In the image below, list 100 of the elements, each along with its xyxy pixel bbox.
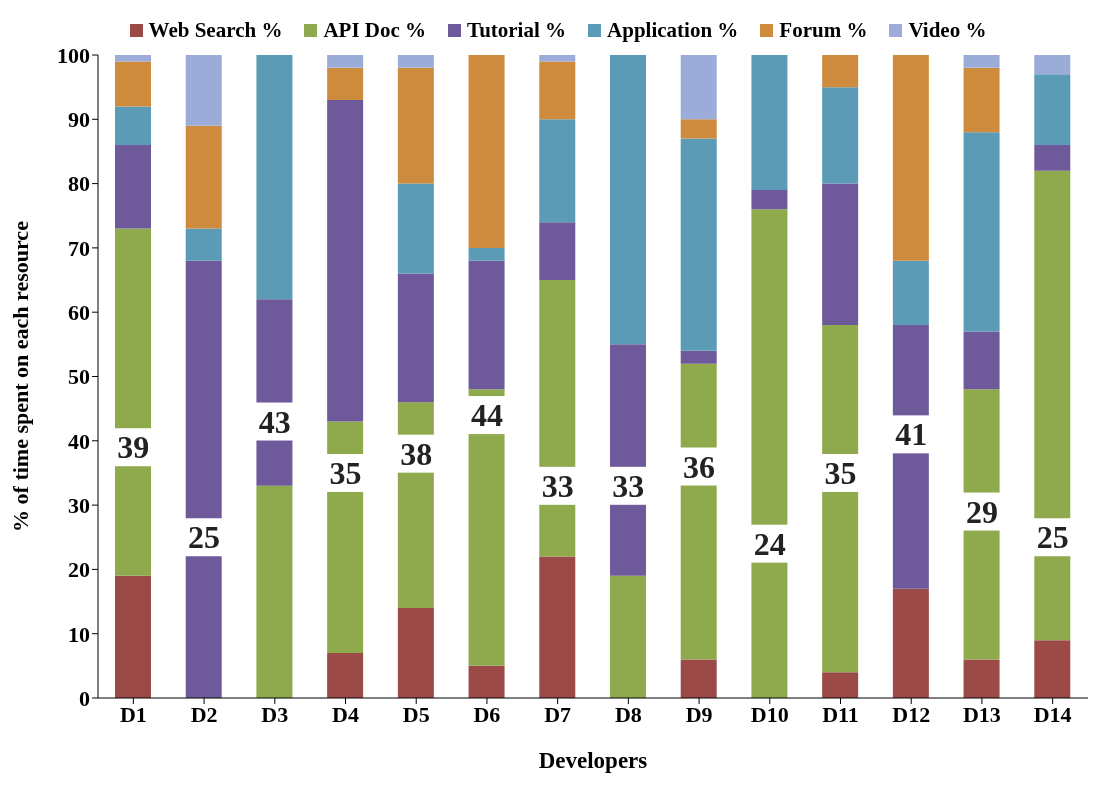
x-axis-title: Developers [538, 748, 648, 773]
bar [327, 55, 364, 68]
annotation: 24 [753, 525, 786, 562]
bar [468, 260, 505, 390]
x-tick-label: D2 [190, 701, 218, 727]
bar [468, 247, 505, 261]
annotation: 44 [470, 397, 503, 434]
legend-label: Web Search % [147, 18, 283, 43]
legend-label: Forum % [778, 18, 868, 43]
annotation: 43 [258, 403, 291, 440]
x-tick-label: D4 [332, 701, 359, 727]
bar [327, 652, 364, 698]
bar [892, 260, 929, 326]
x-tick-label: D9 [685, 701, 713, 727]
x-tick-label: D11 [822, 701, 859, 727]
bar [539, 119, 576, 223]
x-tick-label: D5 [402, 701, 430, 727]
bar [963, 67, 1000, 133]
legend-label: Tutorial % [466, 18, 567, 43]
bar [610, 575, 646, 698]
x-tick-label: D7 [544, 701, 572, 727]
bar [963, 55, 1000, 68]
y-tick-label: 50 [68, 364, 90, 390]
x-tick-label: D10 [750, 701, 789, 727]
x-tick-label: D13 [962, 701, 1001, 727]
y-tick-label: 0 [79, 685, 90, 711]
y-tick-label: 60 [68, 300, 90, 326]
x-tick-label: D3 [261, 701, 289, 727]
y-axis-title: % of time spent on each resource [7, 220, 33, 532]
legend-label: Video % [907, 18, 987, 43]
bar [892, 55, 929, 261]
y-tick-label: 100 [57, 42, 90, 68]
annotation: 25 [1036, 519, 1069, 556]
bar [822, 672, 859, 698]
bar [963, 132, 1000, 332]
bar [963, 659, 1000, 698]
legend-label: Application % [606, 18, 739, 43]
bar [256, 485, 293, 698]
x-tick-label: D1 [119, 701, 147, 727]
bar [680, 350, 717, 364]
y-tick-label: 10 [68, 621, 90, 647]
bar [822, 55, 859, 88]
annotation: 33 [612, 467, 645, 504]
bar [468, 55, 505, 248]
bar [397, 183, 434, 274]
bar [1034, 170, 1071, 641]
annotation: 29 [965, 493, 998, 530]
bar [115, 61, 151, 107]
bar [1034, 145, 1071, 171]
bar [822, 87, 859, 184]
bar [115, 55, 151, 62]
y-tick-label: 20 [68, 557, 90, 583]
annotation: 38 [400, 435, 433, 472]
bar [327, 100, 364, 422]
bar [115, 575, 151, 698]
x-tick-label: D12 [892, 701, 931, 727]
bar [185, 55, 222, 126]
annotation: 35 [329, 454, 362, 491]
y-tick-label: 80 [68, 171, 90, 197]
bar [327, 67, 364, 101]
x-tick-label: D14 [1033, 701, 1072, 727]
bar [539, 222, 576, 281]
bar [1034, 55, 1071, 75]
bar [397, 55, 434, 68]
bar [751, 190, 788, 210]
bar [539, 61, 576, 120]
bar [963, 331, 1000, 390]
legend-label: API Doc % [322, 18, 427, 43]
bar [751, 55, 788, 191]
bar [256, 55, 293, 300]
bar [822, 183, 859, 326]
x-tick-label: D6 [473, 701, 501, 727]
annotation: 33 [541, 467, 574, 504]
bar [185, 260, 222, 698]
bar [397, 273, 434, 403]
x-tick-label: D8 [614, 701, 642, 727]
annotation: 39 [117, 429, 150, 466]
bar [1034, 640, 1071, 698]
y-tick-label: 90 [68, 107, 90, 133]
bar [1034, 74, 1071, 146]
bar [115, 106, 151, 146]
bar [539, 55, 576, 62]
annotation: 41 [895, 416, 928, 453]
bar [680, 119, 717, 139]
annotation: 36 [683, 448, 716, 485]
annotation: 35 [824, 454, 857, 491]
y-tick-label: 30 [68, 492, 90, 518]
bar [751, 209, 788, 698]
bar [115, 145, 151, 229]
y-tick-label: 40 [68, 428, 90, 454]
annotation: 25 [188, 519, 221, 556]
bar [468, 665, 505, 698]
bar [680, 659, 717, 698]
bar [680, 138, 717, 351]
bar [185, 228, 222, 261]
y-tick-label: 70 [68, 235, 90, 261]
bar [610, 55, 646, 345]
bar [397, 67, 434, 184]
bar [680, 55, 717, 120]
bar [539, 556, 576, 698]
